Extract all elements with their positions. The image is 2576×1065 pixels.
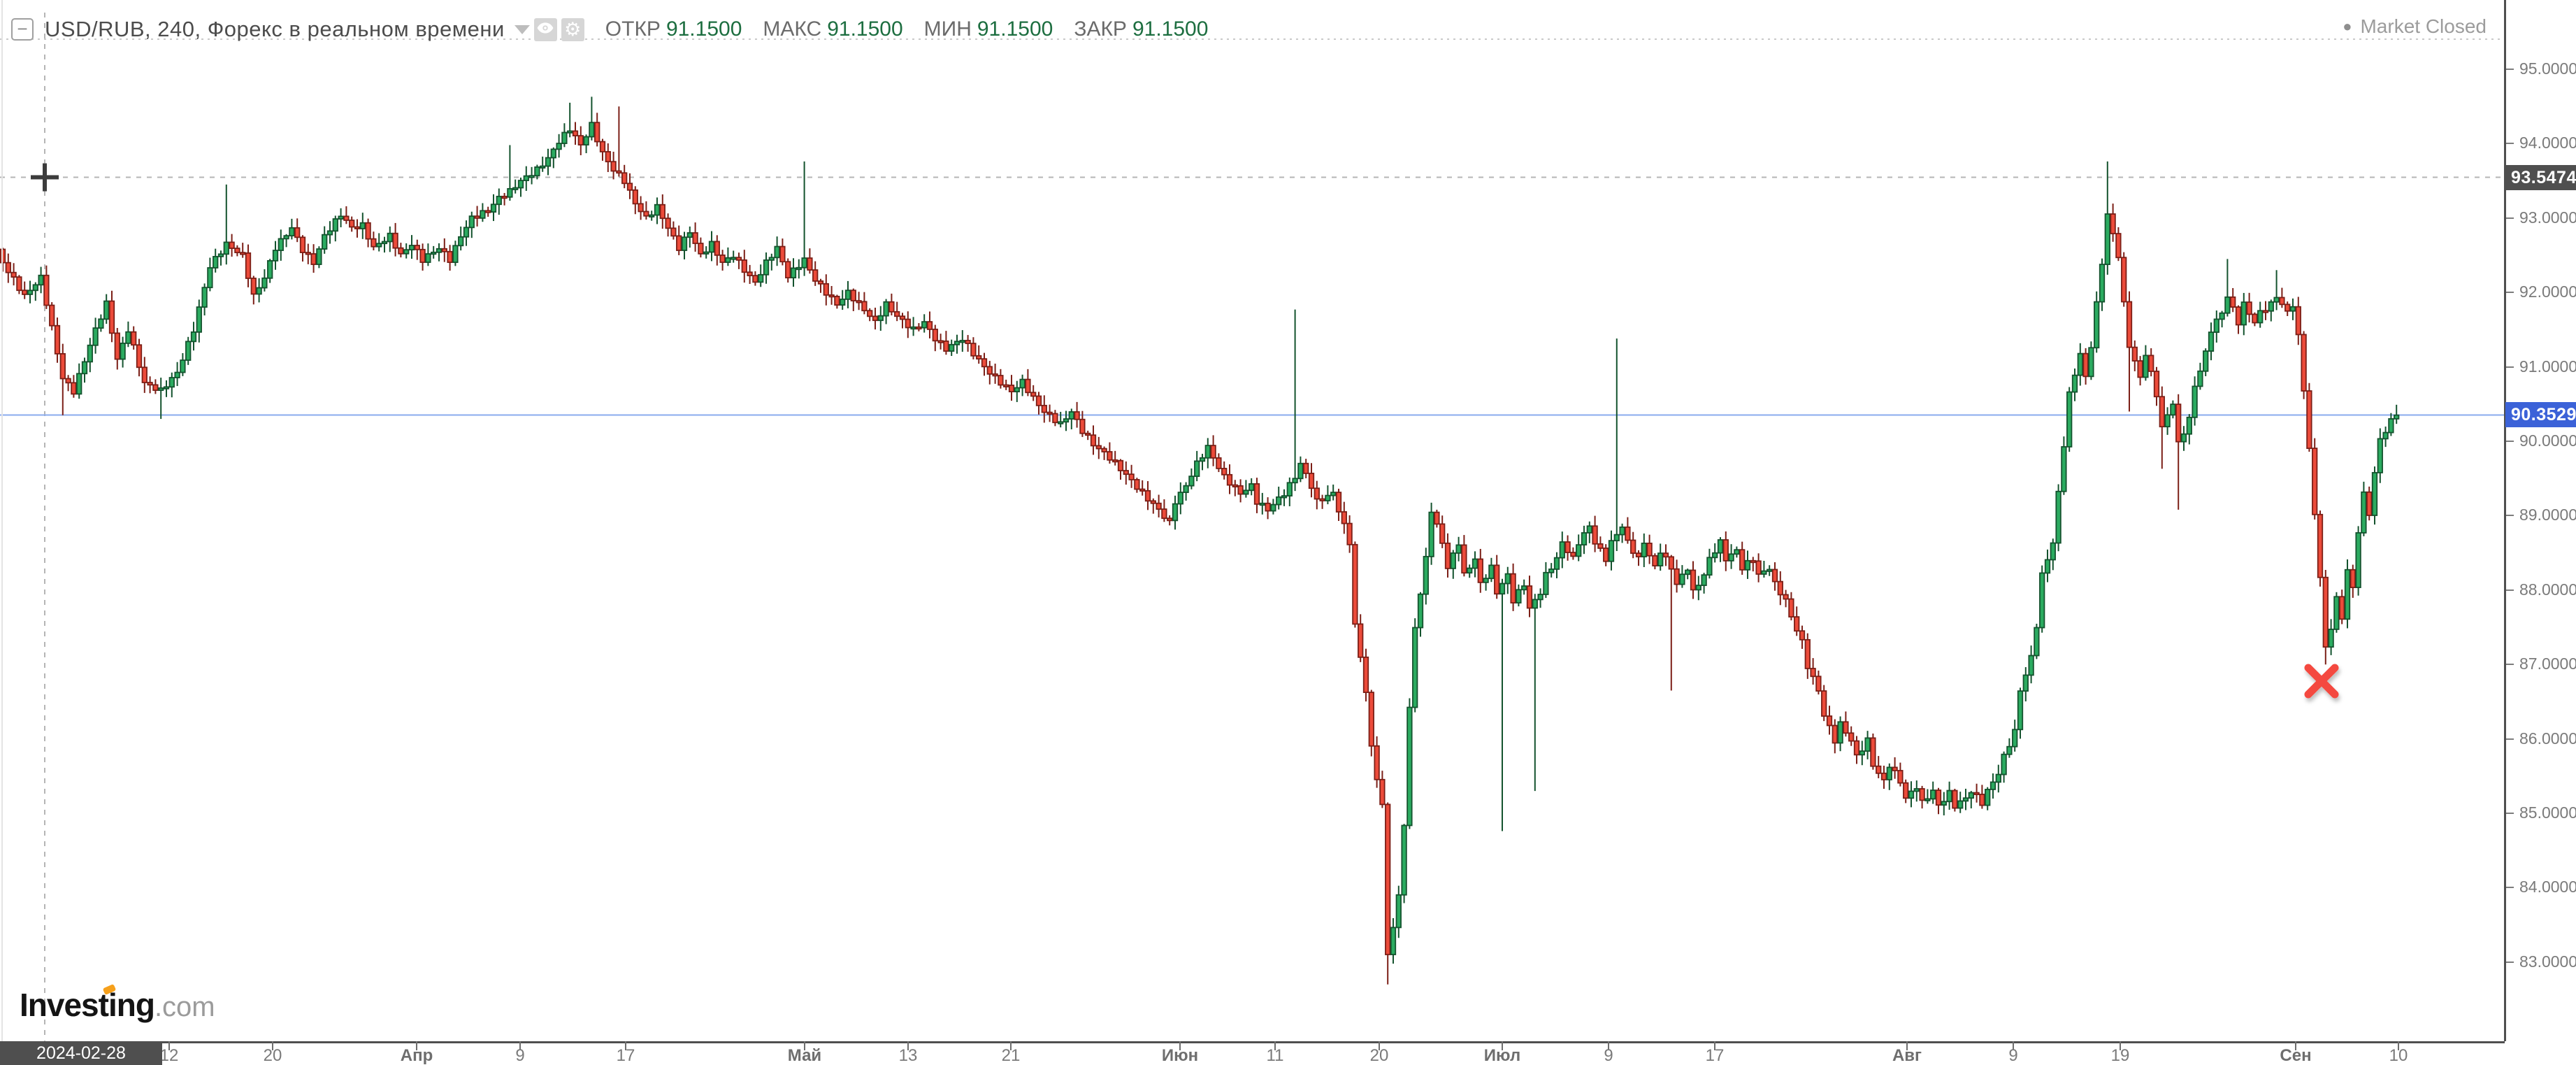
eye-icon: [536, 19, 554, 41]
time-tick-label: 20: [1369, 1046, 1389, 1065]
price-tick-label: 89.0000: [2519, 506, 2576, 524]
symbol-title[interactable]: USD/RUB, 240, Форекс в реальном времени: [45, 17, 505, 41]
price-tick-label: 88.0000: [2519, 580, 2576, 599]
logo-domain: .com: [154, 992, 215, 1022]
time-tick-label: Апр: [400, 1046, 433, 1065]
price-tick-label: 84.0000: [2519, 878, 2576, 896]
time-tick: [2398, 1041, 2399, 1050]
open-label: ОТКР: [605, 17, 661, 41]
crosshair-time-badge: 2024-02-28 23:00:00: [0, 1041, 162, 1065]
open-value: 91.1500: [665, 17, 742, 41]
time-tick-label: 13: [898, 1046, 918, 1065]
time-tick-label: 20: [263, 1046, 282, 1065]
time-tick-label: 9: [515, 1046, 525, 1065]
time-tick: [1010, 1041, 1012, 1050]
gear-icon: ⚙: [564, 18, 582, 40]
price-tick: [2506, 961, 2514, 963]
price-tick-label: 86.0000: [2519, 729, 2576, 748]
time-axis[interactable]: 12 20 Апр 9 17 Май 13 21 Июн 11 20 Июл 9 17 Авг 9 19 Сен 1…: [0, 1041, 2576, 1065]
time-tick-label: 9: [1604, 1046, 1613, 1065]
time-tick-label: Авг: [1892, 1046, 1922, 1065]
time-tick-label: 19: [2110, 1046, 2130, 1065]
time-tick-label: Май: [787, 1046, 822, 1065]
high-value: 91.1500: [827, 17, 903, 41]
logo-name: Investing: [20, 987, 155, 1023]
price-tick: [2506, 738, 2514, 740]
price-axis-border: [2504, 0, 2506, 1041]
price-tick: [2506, 441, 2514, 442]
price-tick-label: 95.0000: [2519, 59, 2576, 78]
price-tick: [2506, 366, 2514, 368]
collapse-symbol-icon[interactable]: −: [11, 18, 34, 41]
time-tick: [416, 1041, 417, 1050]
price-tick: [2506, 515, 2514, 517]
time-tick: [1179, 1041, 1181, 1050]
price-tick-label: 92.0000: [2519, 283, 2576, 301]
time-tick: [1608, 1041, 1609, 1050]
price-tick-label: 91.0000: [2519, 357, 2576, 376]
price-tick: [2506, 69, 2514, 70]
time-tick: [519, 1041, 521, 1050]
low-value: 91.1500: [977, 17, 1053, 41]
time-tick-label: Июл: [1483, 1046, 1521, 1065]
time-tick: [2013, 1041, 2014, 1050]
time-tick: [1379, 1041, 1380, 1050]
price-tick: [2506, 143, 2514, 145]
chart-left-border: [1, 0, 3, 1041]
price-tick-label: 90.0000: [2519, 431, 2576, 450]
time-tick: [2295, 1041, 2296, 1050]
price-tick-label: 87.0000: [2519, 655, 2576, 673]
settings-button[interactable]: ⚙: [561, 17, 584, 41]
time-tick: [804, 1041, 805, 1050]
close-value: 91.1500: [1132, 17, 1209, 41]
time-tick-label: 17: [616, 1046, 635, 1065]
price-tick-label: 85.0000: [2519, 803, 2576, 822]
time-tick-label: 21: [1001, 1046, 1021, 1065]
price-tick: [2506, 664, 2514, 666]
price-tick: [2506, 813, 2514, 814]
time-tick-label: 12: [159, 1046, 179, 1065]
candlestick-chart[interactable]: [0, 0, 2504, 1041]
chart-header: − USD/RUB, 240, Форекс в реальном времен…: [11, 17, 1229, 42]
time-tick-label: Сен: [2280, 1046, 2312, 1065]
price-tick: [2506, 589, 2514, 591]
price-tick-label: 93.0000: [2519, 208, 2576, 227]
market-status-text: Market Closed: [2360, 15, 2487, 37]
crosshair-price-badge: 93.5474: [2505, 164, 2576, 190]
market-status: ● Market Closed: [2343, 15, 2487, 38]
close-label: ЗАКР: [1074, 17, 1127, 41]
status-dot-icon: ●: [2343, 17, 2352, 35]
time-tick: [272, 1041, 273, 1050]
investing-logo: Investing.com: [20, 983, 215, 1024]
last-price-badge: 90.3529: [2505, 402, 2576, 428]
time-tick: [1502, 1041, 1503, 1050]
time-tick: [1714, 1041, 1715, 1050]
time-tick: [168, 1041, 170, 1050]
time-tick-label: Июн: [1161, 1046, 1199, 1065]
price-tick-label: 94.0000: [2519, 134, 2576, 152]
time-tick-label: 11: [1266, 1046, 1284, 1065]
visibility-button[interactable]: [533, 17, 557, 41]
time-tick-label: 17: [1705, 1046, 1725, 1065]
time-axis-border: [0, 1041, 2505, 1043]
price-axis[interactable]: 95.0000 94.0000 93.0000 92.0000 91.0000 90.00…: [2504, 0, 2576, 1041]
time-tick: [625, 1041, 626, 1050]
chevron-down-icon[interactable]: [514, 24, 530, 34]
ohlc-readout: ОТКР 91.1500 МАКС 91.1500 МИН 91.1500 ЗАКР 9…: [605, 17, 1230, 41]
price-tick: [2506, 217, 2514, 219]
price-tick: [2506, 887, 2514, 889]
price-tick: [2506, 292, 2514, 294]
time-tick: [907, 1041, 909, 1050]
time-tick: [1274, 1041, 1276, 1050]
time-tick-label: 9: [2008, 1046, 2018, 1065]
time-tick-label: 10: [2389, 1046, 2408, 1065]
price-tick-label: 83.0000: [2519, 952, 2576, 971]
low-label: МИН: [923, 17, 972, 41]
high-label: МАКС: [763, 17, 822, 41]
time-tick: [2120, 1041, 2121, 1050]
time-tick: [1906, 1041, 1908, 1050]
